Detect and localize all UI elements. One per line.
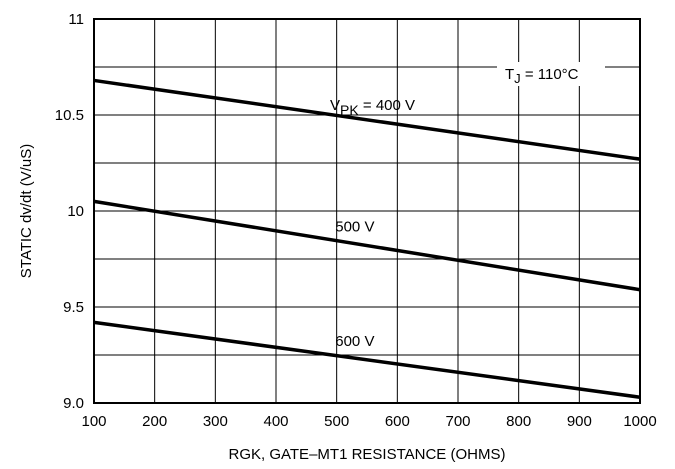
- x-tick-label: 500: [324, 413, 349, 430]
- series-line: [93, 199, 641, 292]
- junction-temperature-annotation: TJ = 110°C: [505, 66, 579, 86]
- annotation-rest: = 110°C: [521, 66, 579, 83]
- series-label: 500 V: [335, 219, 374, 236]
- x-tick-label: 300: [203, 413, 228, 430]
- x-tick-label: 700: [445, 413, 470, 430]
- y-tick-label: 9.0: [63, 395, 84, 412]
- x-tick-labels: 100 200 300 400 500 600 700 800 900 1000: [81, 413, 656, 430]
- annotation-subscript: J: [514, 71, 521, 86]
- x-tick-label: 400: [263, 413, 288, 430]
- y-tick-label: 10.5: [55, 107, 84, 124]
- annotation-background: [497, 62, 605, 86]
- y-tick-label: 10: [67, 203, 84, 220]
- series-line: [93, 78, 641, 161]
- x-tick-label: 200: [142, 413, 167, 430]
- y-tick-labels: 9.0 9.5 10 10.5 11: [55, 11, 84, 412]
- series-labels: VPK = 400 V 500 V 600 V: [330, 97, 415, 350]
- y-axis-title: STATIC dv/dt (V/uS): [18, 144, 35, 278]
- x-tick-label: 100: [81, 413, 106, 430]
- x-tick-label: 1000: [623, 413, 656, 430]
- y-tick-label: 11: [68, 11, 84, 28]
- series-label: VPK = 400 V: [330, 97, 415, 118]
- y-tick-label: 9.5: [63, 299, 84, 316]
- x-tick-label: 600: [385, 413, 410, 430]
- x-axis-title: RGK, GATE–MT1 RESISTANCE (OHMS): [229, 446, 506, 463]
- series-line: [93, 320, 641, 399]
- annotation-main: T: [505, 66, 514, 83]
- plot-frame: [93, 18, 641, 404]
- x-tick-label: 900: [567, 413, 592, 430]
- series-label: 600 V: [335, 333, 374, 350]
- x-tick-label: 800: [506, 413, 531, 430]
- series-lines: [93, 78, 641, 399]
